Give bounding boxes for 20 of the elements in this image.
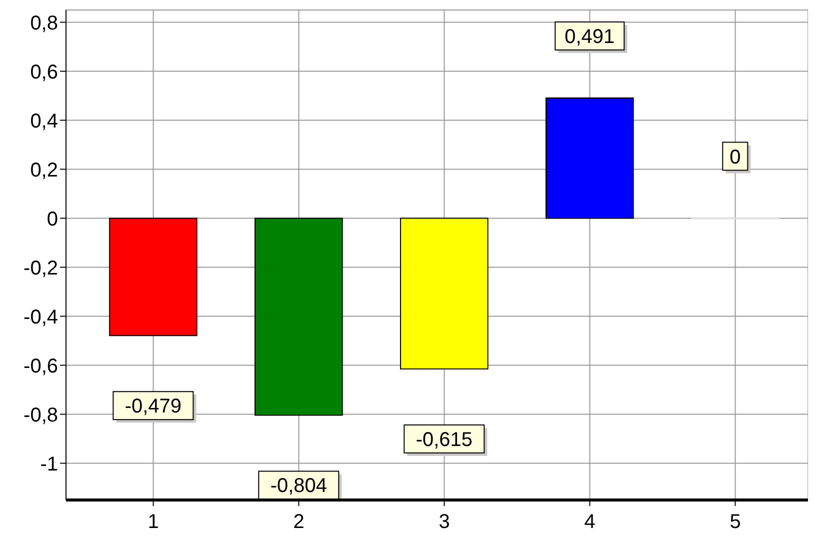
data-label: 0,491	[564, 26, 615, 48]
data-label: 0	[730, 146, 741, 168]
data-label: -0,804	[270, 475, 328, 498]
x-tick-label: 1	[148, 511, 159, 534]
data-label: -0,479	[124, 396, 182, 418]
y-tick-label: -0,2	[24, 257, 58, 280]
x-tick-label: 2	[293, 511, 304, 534]
y-tick-label: 0,4	[30, 110, 58, 132]
y-tick-label: 0,2	[30, 159, 58, 182]
y-tick-label: 0	[46, 208, 58, 230]
data-label: -0,615	[416, 428, 473, 451]
y-tick-label: 0,8	[30, 12, 58, 34]
y-tick-label: 0,6	[30, 61, 58, 84]
y-tick-label: -1	[40, 453, 58, 476]
y-tick-label: -0,6	[24, 355, 58, 378]
y-tick-label: -0,8	[24, 404, 58, 426]
x-tick-label: 5	[730, 511, 741, 534]
x-tick-label: 3	[438, 511, 450, 534]
x-tick-label: 4	[584, 511, 596, 534]
y-tick-label: -0,4	[24, 306, 58, 328]
